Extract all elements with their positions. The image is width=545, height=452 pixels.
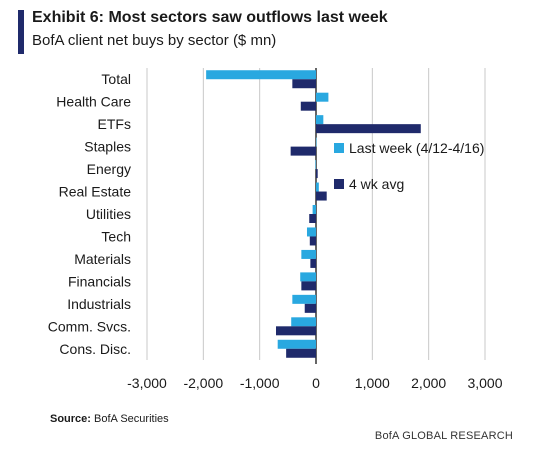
x-tick-label: -3,000 (127, 375, 167, 391)
bar-last-week (301, 249, 316, 259)
x-tick-label: -1,000 (240, 375, 280, 391)
bar-last-week (306, 227, 316, 237)
category-label: Industrials (67, 296, 131, 312)
bar-4wk-avg (304, 303, 316, 313)
x-tick-label: 2,000 (411, 375, 446, 391)
bar-last-week (316, 137, 317, 147)
bar-last-week (300, 272, 316, 282)
brand-label: BofA GLOBAL RESEARCH (374, 430, 513, 442)
bar-4wk-avg (316, 191, 327, 201)
bar-4wk-avg (301, 281, 316, 291)
bar-4wk-avg (309, 236, 316, 246)
x-axis-tick-labels: -3,000 -2,000 -1,000 0 1,000 2,000 3,000 (127, 375, 503, 391)
category-label: ETFs (98, 116, 131, 132)
legend-swatch (334, 179, 344, 189)
bar-4wk-avg (290, 146, 316, 156)
chart-subtitle: BofA client net buys by sector ($ mn) (32, 32, 277, 49)
category-label: Energy (87, 161, 131, 177)
legend-label: Last week (4/12-4/16) (349, 140, 484, 156)
category-label: Financials (68, 273, 131, 289)
bar-last-week (206, 70, 316, 80)
category-label: Staples (84, 139, 131, 155)
legend-label: 4 wk avg (349, 176, 404, 192)
legend-swatch (334, 143, 344, 153)
bar-4wk-avg (316, 169, 318, 179)
bar-last-week (316, 92, 329, 102)
source-note: Source: BofA Securities (50, 413, 169, 425)
bar-4wk-avg (310, 258, 316, 268)
bar-last-week (277, 339, 316, 349)
x-tick-label: 1,000 (355, 375, 390, 391)
category-label: Utilities (86, 206, 131, 222)
bar-4wk-avg (276, 326, 316, 336)
title-accent-bar (18, 10, 24, 54)
bar-last-week (315, 160, 316, 170)
bar-last-week (291, 317, 316, 327)
bar-last-week (316, 182, 319, 192)
legend: Last week (4/12-4/16) 4 wk avg (334, 140, 484, 192)
category-label: Health Care (56, 94, 131, 110)
category-label: Cons. Disc. (59, 341, 131, 357)
x-tick-label: 3,000 (467, 375, 502, 391)
category-label: Total (101, 71, 131, 87)
x-tick-label: 0 (312, 375, 320, 391)
category-label: Real Estate (59, 184, 132, 200)
category-labels: Total Health Care ETFs Staples Energy Real Es… (48, 71, 131, 357)
bars-layer (206, 70, 421, 358)
x-tick-label: -2,000 (183, 375, 223, 391)
category-label: Tech (101, 228, 131, 244)
bar-4wk-avg (300, 101, 316, 111)
bar-last-week (292, 294, 316, 304)
bar-last-week (312, 205, 316, 214)
bar-4wk-avg (309, 214, 316, 223)
category-label: Comm. Svcs. (48, 318, 131, 334)
bar-4wk-avg (316, 124, 421, 134)
bar-last-week (316, 115, 324, 125)
bar-4wk-avg (292, 79, 316, 89)
source-text: BofA Securities (94, 413, 169, 425)
bar-4wk-avg (286, 348, 316, 358)
source-label: Source: (50, 413, 91, 425)
category-label: Materials (74, 251, 131, 267)
chart-title: Exhibit 6: Most sectors saw outflows las… (32, 9, 388, 26)
